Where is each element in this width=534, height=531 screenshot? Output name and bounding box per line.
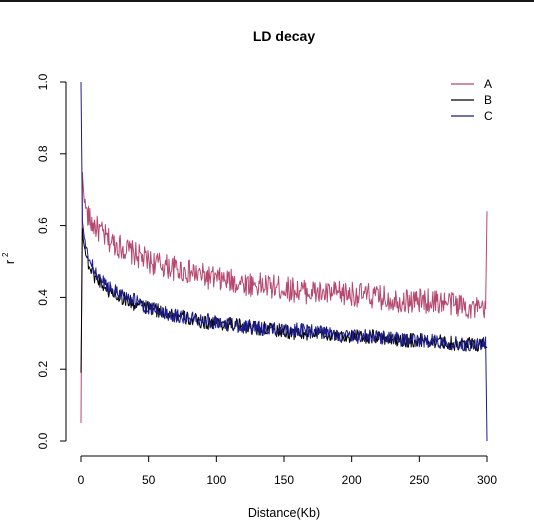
- legend: ABC: [451, 77, 493, 123]
- x-tick-label: 50: [142, 473, 156, 487]
- legend-label: B: [484, 93, 492, 107]
- y-tick-label: 0.0: [36, 432, 50, 449]
- x-tick-label: 300: [477, 473, 497, 487]
- chart-title: LD decay: [253, 28, 315, 44]
- y-axis-label-r: r: [3, 260, 17, 264]
- top-border: [0, 0, 534, 2]
- series-line-C: [80, 81, 488, 442]
- y-tick-label: 0.4: [36, 289, 50, 306]
- x-tick-label: 250: [409, 473, 429, 487]
- y-axis-label-superscript: 2: [1, 252, 10, 257]
- x-tick-label: 200: [342, 473, 362, 487]
- series-line-B: [80, 227, 488, 373]
- legend-label: C: [484, 109, 493, 123]
- x-axis-label: Distance(Kb): [248, 506, 320, 520]
- axes: 0 50 100 150 200 250 300 0.0 0.2 0.4 0.6 0.8 1.0: [36, 73, 497, 487]
- y-tick-label: 1.0: [36, 73, 50, 90]
- y-tick-label: 0.2: [36, 361, 50, 378]
- series-lines: [80, 81, 488, 442]
- y-axis-label: r 2: [1, 252, 17, 264]
- x-tick-label: 150: [274, 473, 294, 487]
- y-tick-label: 0.6: [36, 217, 50, 234]
- series-line-A: [80, 171, 488, 424]
- x-tick-label: 100: [206, 473, 226, 487]
- legend-label: A: [484, 77, 492, 91]
- x-tick-label: 0: [78, 473, 85, 487]
- y-tick-label: 0.8: [36, 145, 50, 162]
